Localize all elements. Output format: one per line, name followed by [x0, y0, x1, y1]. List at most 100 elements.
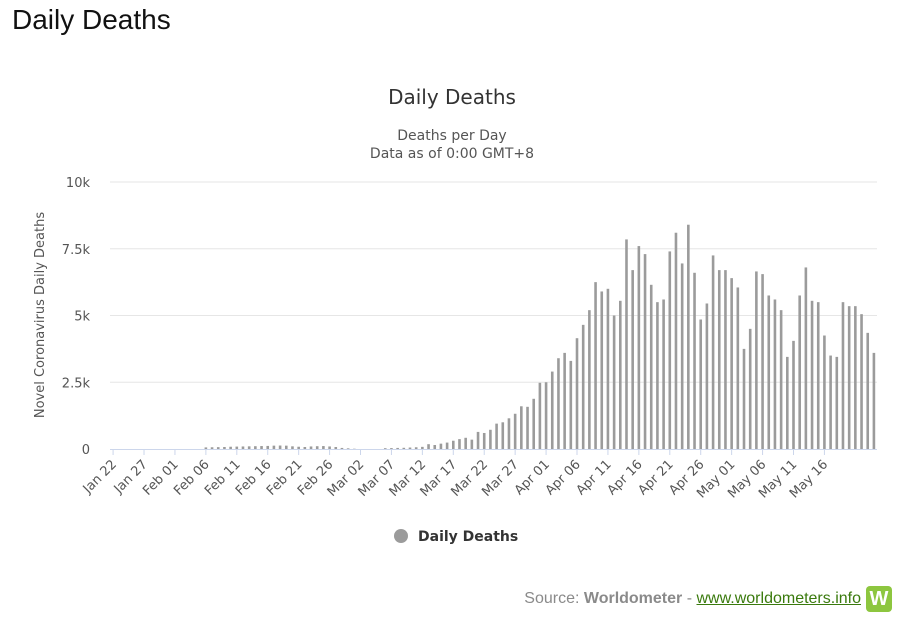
bar[interactable]	[705, 303, 709, 449]
bar[interactable]	[315, 446, 319, 449]
bar[interactable]	[284, 445, 288, 449]
bar[interactable]	[761, 274, 764, 449]
bar[interactable]	[835, 356, 839, 449]
worldometer-logo-icon[interactable]: W	[866, 586, 892, 612]
bar[interactable]	[223, 447, 226, 449]
bar[interactable]	[786, 356, 789, 449]
bar[interactable]	[278, 445, 282, 449]
bar[interactable]	[810, 300, 814, 449]
bar[interactable]	[637, 246, 641, 449]
bar[interactable]	[674, 232, 678, 449]
bar[interactable]	[816, 302, 820, 449]
bar[interactable]	[402, 447, 406, 449]
bar[interactable]	[439, 443, 443, 449]
legend[interactable]: Daily Deaths	[394, 529, 518, 545]
bar[interactable]	[792, 340, 795, 449]
bar[interactable]	[563, 352, 566, 449]
bar[interactable]	[631, 270, 634, 449]
bar[interactable]	[489, 429, 492, 449]
bar[interactable]	[513, 413, 517, 449]
bar[interactable]	[662, 299, 665, 449]
bar[interactable]	[501, 422, 505, 449]
bar[interactable]	[520, 406, 523, 449]
bar[interactable]	[396, 447, 399, 449]
bar[interactable]	[452, 440, 455, 449]
bar[interactable]	[427, 444, 430, 449]
bar[interactable]	[724, 270, 727, 449]
bar[interactable]	[482, 432, 486, 449]
bar[interactable]	[569, 360, 573, 449]
bar[interactable]	[322, 446, 325, 449]
bar[interactable]	[866, 332, 870, 449]
bar[interactable]	[711, 255, 715, 449]
bar[interactable]	[779, 310, 783, 449]
bar[interactable]	[297, 446, 300, 449]
bar[interactable]	[266, 445, 270, 449]
bar[interactable]	[872, 352, 876, 449]
bar[interactable]	[742, 348, 746, 450]
bar[interactable]	[507, 418, 511, 449]
bar[interactable]	[588, 310, 591, 449]
bar[interactable]	[606, 288, 610, 449]
bar[interactable]	[229, 446, 232, 449]
bar[interactable]	[421, 446, 424, 449]
bar[interactable]	[544, 382, 548, 449]
bar[interactable]	[458, 439, 461, 449]
bar[interactable]	[216, 447, 220, 449]
bar[interactable]	[755, 271, 758, 449]
source-link[interactable]: www.worldometers.info	[696, 590, 862, 607]
bar[interactable]	[847, 306, 851, 449]
bar[interactable]	[532, 398, 536, 449]
bar[interactable]	[730, 278, 733, 449]
bar[interactable]	[612, 315, 616, 450]
bar[interactable]	[594, 282, 597, 450]
bar[interactable]	[687, 224, 690, 449]
bar[interactable]	[334, 447, 338, 449]
bar[interactable]	[680, 263, 684, 449]
bar[interactable]	[309, 446, 313, 449]
bar[interactable]	[445, 442, 449, 449]
bar[interactable]	[526, 406, 529, 449]
bar[interactable]	[464, 437, 467, 449]
bar[interactable]	[717, 270, 721, 449]
bar[interactable]	[823, 335, 826, 449]
bar[interactable]	[575, 338, 579, 449]
bar[interactable]	[272, 445, 276, 449]
bar[interactable]	[495, 423, 498, 449]
bar[interactable]	[600, 291, 604, 449]
bar[interactable]	[340, 447, 344, 449]
bar[interactable]	[235, 446, 239, 449]
bar[interactable]	[328, 446, 331, 449]
bar[interactable]	[241, 446, 245, 449]
bar[interactable]	[204, 447, 208, 449]
bar[interactable]	[798, 295, 801, 449]
bar[interactable]	[668, 251, 672, 449]
bar[interactable]	[210, 447, 214, 449]
bar[interactable]	[414, 447, 418, 449]
bar[interactable]	[649, 284, 653, 449]
bar[interactable]	[854, 306, 857, 449]
bar[interactable]	[643, 254, 647, 449]
bar[interactable]	[860, 314, 863, 449]
bar[interactable]	[408, 447, 412, 449]
bar[interactable]	[767, 295, 771, 449]
bar[interactable]	[550, 371, 554, 449]
bar[interactable]	[656, 302, 659, 449]
bar[interactable]	[433, 445, 437, 449]
bar[interactable]	[748, 328, 752, 449]
bar[interactable]	[841, 302, 845, 449]
bar[interactable]	[773, 299, 777, 449]
bar[interactable]	[247, 446, 251, 449]
bar[interactable]	[804, 267, 808, 449]
bar[interactable]	[291, 446, 294, 449]
bar[interactable]	[390, 448, 393, 449]
bar[interactable]	[476, 431, 480, 449]
bar[interactable]	[254, 446, 257, 449]
bar[interactable]	[829, 355, 832, 449]
bar[interactable]	[260, 446, 263, 449]
bar[interactable]	[736, 287, 740, 449]
bar[interactable]	[303, 447, 307, 449]
bar[interactable]	[625, 239, 628, 449]
bar[interactable]	[693, 272, 696, 449]
bar[interactable]	[383, 448, 387, 449]
